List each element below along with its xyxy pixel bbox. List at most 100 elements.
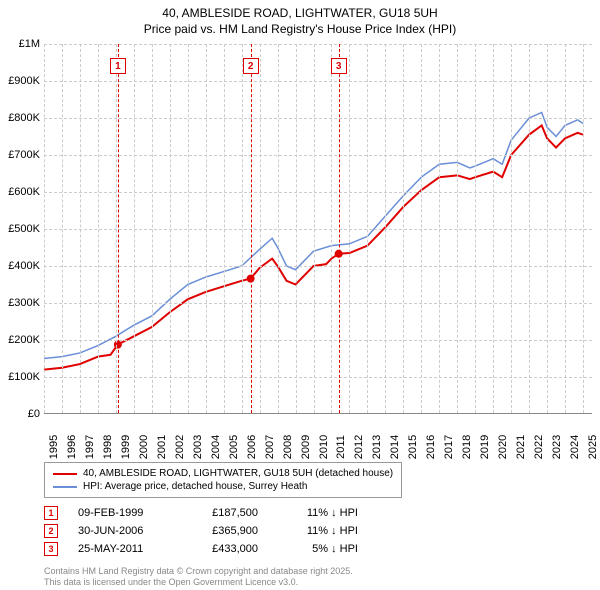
transaction-row: 109-FEB-1999£187,50011% ↓ HPI [44, 504, 358, 522]
y-gridline [44, 229, 592, 230]
x-tick-label: 2000 [138, 435, 150, 459]
x-tick-label: 1998 [102, 435, 114, 459]
x-gridline [349, 44, 350, 413]
x-gridline [80, 44, 81, 413]
x-gridline [116, 44, 117, 413]
transaction-price: £433,000 [188, 543, 258, 555]
transaction-flag: 3 [44, 542, 58, 556]
transaction-flag: 2 [44, 524, 58, 538]
y-gridline [44, 266, 592, 267]
x-tick-label: 2006 [246, 435, 258, 459]
x-gridline [134, 44, 135, 413]
transaction-delta: 11% ↓ HPI [278, 525, 358, 537]
event-flag: 2 [243, 58, 259, 74]
x-gridline [314, 44, 315, 413]
y-tick-label: £100K [0, 371, 40, 383]
event-marker-line [118, 44, 119, 413]
transaction-price: £187,500 [188, 507, 258, 519]
x-gridline [385, 44, 386, 413]
x-gridline [475, 44, 476, 413]
y-tick-label: £200K [0, 334, 40, 346]
x-gridline [511, 44, 512, 413]
x-gridline [152, 44, 153, 413]
x-tick-label: 2023 [551, 435, 563, 459]
x-tick-label: 1995 [48, 435, 60, 459]
x-gridline [188, 44, 189, 413]
y-gridline [44, 155, 592, 156]
transaction-row: 2 30-JUN-2006 £365,900 11% ↓ HPI [44, 522, 358, 540]
event-flag: 3 [331, 58, 347, 74]
transaction-price: £365,900 [188, 525, 258, 537]
x-tick-label: 2018 [461, 435, 473, 459]
x-gridline [583, 44, 584, 413]
x-tick-label: 2009 [300, 435, 312, 459]
x-tick-label: 2016 [425, 435, 437, 459]
title-line2: Price paid vs. HM Land Registry's House … [0, 22, 600, 38]
x-tick-label: 2014 [389, 435, 401, 459]
y-tick-label: £900K [0, 75, 40, 87]
legend: 40, AMBLESIDE ROAD, LIGHTWATER, GU18 5UH… [44, 462, 402, 498]
title-line1: 40, AMBLESIDE ROAD, LIGHTWATER, GU18 5UH [0, 6, 600, 22]
y-tick-label: £1M [0, 38, 40, 50]
x-tick-label: 2024 [569, 435, 581, 459]
x-tick-label: 2005 [228, 435, 240, 459]
transaction-date: 30-JUN-2006 [78, 525, 168, 537]
event-marker-line [251, 44, 252, 413]
x-gridline [260, 44, 261, 413]
x-tick-label: 2021 [515, 435, 527, 459]
x-gridline [206, 44, 207, 413]
x-gridline [170, 44, 171, 413]
x-gridline [367, 44, 368, 413]
legend-swatch [53, 473, 77, 475]
x-gridline [421, 44, 422, 413]
x-tick-label: 2025 [587, 435, 599, 459]
transaction-delta: 5% ↓ HPI [278, 543, 358, 555]
y-gridline [44, 118, 592, 119]
x-tick-label: 2008 [282, 435, 294, 459]
x-gridline [278, 44, 279, 413]
x-tick-label: 2012 [353, 435, 365, 459]
chart-container: 40, AMBLESIDE ROAD, LIGHTWATER, GU18 5UH… [0, 0, 600, 590]
x-gridline [331, 44, 332, 413]
legend-item: 40, AMBLESIDE ROAD, LIGHTWATER, GU18 5UH… [53, 467, 393, 480]
y-tick-label: £500K [0, 223, 40, 235]
x-tick-label: 2001 [156, 435, 168, 459]
x-tick-label: 2019 [479, 435, 491, 459]
x-tick-label: 2004 [210, 435, 222, 459]
transaction-row: 3 25-MAY-2011 £433,000 5% ↓ HPI [44, 540, 358, 558]
chart-plot-area: £0£100K£200K£300K£400K£500K£600K£700K£80… [44, 44, 592, 414]
transaction-date: 25-MAY-2011 [78, 543, 168, 555]
y-gridline [44, 340, 592, 341]
attribution-line2: This data is licensed under the Open Gov… [44, 577, 353, 588]
transaction-delta: 11% ↓ HPI [278, 507, 358, 519]
x-gridline [565, 44, 566, 413]
y-gridline [44, 303, 592, 304]
x-gridline [62, 44, 63, 413]
x-tick-label: 1997 [84, 435, 96, 459]
y-gridline [44, 44, 592, 45]
x-tick-label: 2002 [174, 435, 186, 459]
x-gridline [403, 44, 404, 413]
x-gridline [493, 44, 494, 413]
y-tick-label: £0 [0, 408, 40, 420]
legend-item: HPI: Average price, detached house, Surr… [53, 480, 393, 493]
legend-label: HPI: Average price, detached house, Surr… [83, 481, 307, 492]
x-tick-label: 2020 [497, 435, 509, 459]
x-tick-label: 1996 [66, 435, 78, 459]
legend-label: 40, AMBLESIDE ROAD, LIGHTWATER, GU18 5UH… [83, 468, 393, 479]
x-tick-label: 2013 [371, 435, 383, 459]
transaction-date: 09-FEB-1999 [78, 507, 168, 519]
x-gridline [529, 44, 530, 413]
transactions-table: 109-FEB-1999£187,50011% ↓ HPI230-JUN-200… [44, 504, 358, 558]
y-tick-label: £800K [0, 112, 40, 124]
x-tick-label: 1999 [120, 435, 132, 459]
x-gridline [44, 44, 45, 413]
event-flag: 1 [110, 58, 126, 74]
x-tick-label: 2015 [407, 435, 419, 459]
x-gridline [296, 44, 297, 413]
y-gridline [44, 192, 592, 193]
y-tick-label: £300K [0, 297, 40, 309]
y-gridline [44, 81, 592, 82]
event-marker-line [339, 44, 340, 413]
x-gridline [224, 44, 225, 413]
